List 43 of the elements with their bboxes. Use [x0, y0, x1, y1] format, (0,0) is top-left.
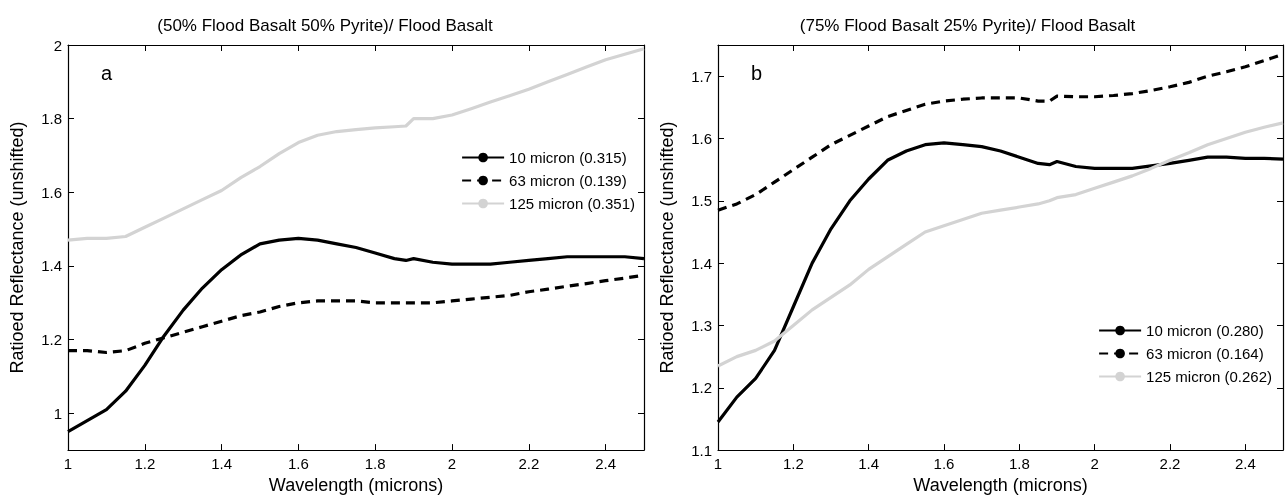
- legend-label: 63 micron (0.139): [509, 172, 627, 189]
- legend-label: 125 micron (0.262): [1146, 368, 1273, 385]
- x-tick-label: 1.4: [858, 455, 880, 473]
- y-tick-label: 1.6: [691, 129, 712, 147]
- y-tick-label: 1.3: [691, 316, 712, 334]
- x-tick-label: 1.6: [287, 455, 309, 473]
- y-tick-label: 1.4: [41, 257, 62, 275]
- chart-title: (50% Flood Basalt 50% Pyrite)/ Flood Basalt: [157, 16, 493, 35]
- y-tick-label: 2: [53, 36, 62, 54]
- y-tick-label: 1.7: [691, 67, 712, 85]
- y-axis-title: Ratioed Reflectance (unshifted): [7, 121, 27, 374]
- x-tick-label: 2.2: [1159, 455, 1181, 473]
- y-tick-label: 1.8: [41, 110, 62, 128]
- legend-label: 125 micron (0.351): [509, 195, 636, 212]
- y-tick-label: 1: [53, 404, 62, 422]
- annotation: b: [751, 62, 763, 84]
- line-series: [716, 121, 1285, 368]
- x-tick-label: 1: [713, 455, 723, 473]
- y-tick-label: 1.1: [691, 441, 712, 459]
- chart-title: (75% Flood Basalt 25% Pyrite)/ Flood Basalt: [799, 16, 1136, 35]
- x-axis-title: Wavelength (microns): [913, 475, 1088, 495]
- x-tick-label: 1.8: [364, 455, 386, 473]
- annotation: a: [101, 62, 113, 84]
- x-tick-label: 2.4: [595, 455, 617, 473]
- x-tick-label: 2: [1090, 455, 1099, 473]
- x-tick-label: 2.2: [518, 455, 540, 473]
- x-tick-label: 1.2: [134, 455, 156, 473]
- y-tick-label: 1.6: [41, 183, 62, 201]
- legend-label: 10 micron (0.315): [509, 149, 627, 166]
- y-axis-title: Ratioed Reflectance (unshifted): [657, 121, 677, 374]
- x-tick-label: 2: [447, 455, 457, 473]
- x-tick-label: 1.4: [211, 455, 233, 473]
- y-tick-label: 1.2: [41, 331, 62, 349]
- x-tick-label: 2.4: [1234, 455, 1256, 473]
- x-tick-label: 1.8: [1008, 455, 1030, 473]
- y-tick-label: 1.5: [691, 192, 712, 210]
- y-tick-label: 1.4: [691, 254, 712, 272]
- x-tick-label: 1.2: [782, 455, 804, 473]
- legend-label: 10 micron (0.280): [1146, 322, 1264, 339]
- legend-label: 63 micron (0.164): [1146, 345, 1264, 362]
- y-tick-label: 1.2: [691, 379, 712, 397]
- x-tick-label: 1.6: [933, 455, 955, 473]
- x-axis-title: Wavelength (microns): [268, 475, 444, 495]
